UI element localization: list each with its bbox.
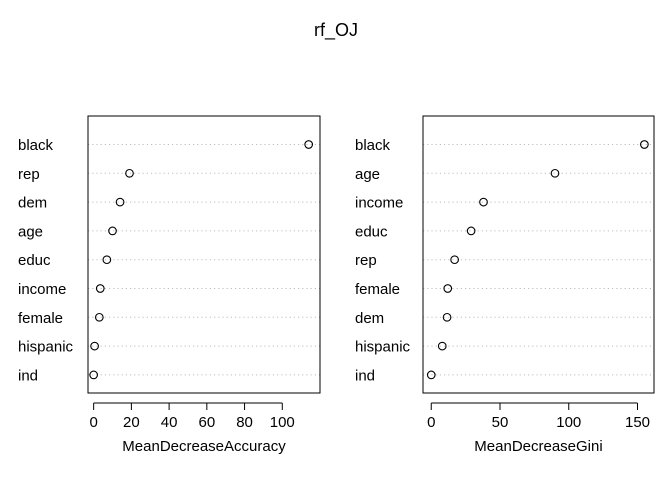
category-label-rep: rep — [18, 166, 40, 183]
plot-frame — [87, 115, 321, 394]
x-tick-label: 50 — [492, 414, 509, 431]
category-label-female: female — [355, 281, 400, 298]
data-point-rep — [450, 255, 459, 265]
x-axis-title: MeanDecreaseAccuracy — [122, 438, 286, 455]
category-label-ind: ind — [355, 367, 375, 384]
data-point-hispanic — [437, 341, 447, 351]
category-label-hispanic: hispanic — [355, 339, 411, 356]
data-point-ind — [426, 370, 436, 380]
category-label-black: black — [355, 137, 391, 154]
category-label-female: female — [18, 310, 63, 327]
data-point-rep — [125, 168, 134, 178]
category-label-educ: educ — [355, 223, 388, 240]
data-point-income — [479, 197, 488, 207]
data-point-income — [95, 284, 105, 293]
category-label-income: income — [18, 281, 66, 298]
category-label-rep: rep — [355, 252, 377, 269]
data-point-age — [550, 168, 560, 178]
category-label-income: income — [355, 195, 403, 212]
panel-mean-decrease-gini: black age income educ rep female dem hispanic in… — [355, 115, 655, 455]
x-tick-label: 0 — [427, 414, 435, 431]
category-label-educ: educ — [18, 252, 51, 269]
data-point-hispanic — [90, 341, 99, 351]
x-tick-label: 20 — [123, 414, 140, 431]
data-point-dem — [442, 312, 452, 322]
chart-title: rf_OJ — [314, 20, 358, 41]
x-axis-title: MeanDecreaseGini — [474, 438, 602, 455]
x-tick-label: 0 — [89, 414, 97, 431]
category-label-black: black — [18, 137, 54, 154]
plot-frame — [422, 115, 655, 394]
data-point-female — [443, 284, 453, 293]
x-tick-label: 80 — [236, 414, 253, 431]
data-point-dem — [115, 197, 125, 207]
x-tick-label: 40 — [161, 414, 178, 431]
category-label-age: age — [18, 223, 43, 240]
data-point-black — [304, 140, 314, 149]
panel-mean-decrease-accuracy: black rep dem age educ income female hispanic in… — [18, 115, 321, 455]
data-point-ind — [89, 370, 99, 380]
data-point-black — [640, 140, 649, 149]
data-point-female — [94, 312, 104, 322]
category-label-dem: dem — [355, 310, 384, 327]
data-point-educ — [466, 226, 476, 236]
category-label-dem: dem — [18, 195, 47, 212]
data-point-age — [108, 226, 117, 236]
category-label-hispanic: hispanic — [18, 339, 74, 356]
category-label-ind: ind — [18, 367, 38, 384]
x-tick-label: 100 — [270, 414, 295, 431]
category-label-age: age — [355, 166, 380, 183]
data-point-educ — [102, 255, 112, 265]
x-tick-label: 60 — [198, 414, 215, 431]
x-tick-label: 150 — [625, 414, 650, 431]
x-tick-label: 100 — [556, 414, 581, 431]
